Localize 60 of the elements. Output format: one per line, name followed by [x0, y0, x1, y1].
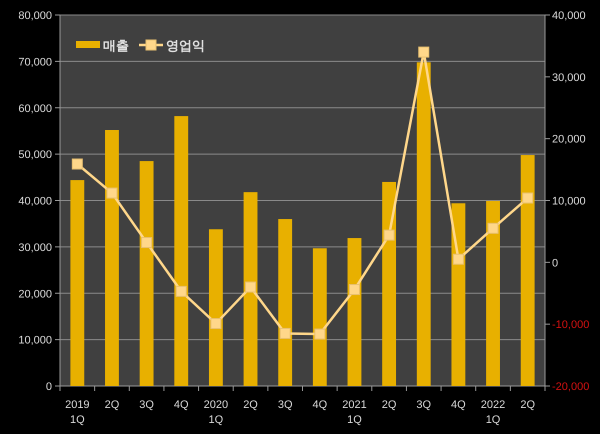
- bar: [278, 219, 292, 386]
- y-tick-label: 10,000: [18, 334, 52, 347]
- point: [348, 284, 360, 296]
- bar: [348, 238, 362, 386]
- point: [176, 286, 187, 297]
- bar: [105, 130, 119, 386]
- y2-tick-label: 20,000: [552, 134, 586, 146]
- bar: [416, 62, 431, 386]
- bar: [140, 161, 154, 386]
- x-tick-label: 2020 1Q: [204, 399, 228, 426]
- x-tick-label: 2Q: [243, 399, 258, 411]
- point: [314, 328, 326, 340]
- x-tick-label: 2021 1Q: [342, 399, 367, 426]
- legend-label: 영업익: [166, 38, 205, 53]
- point: [72, 158, 83, 170]
- bar: [70, 180, 84, 386]
- point: [384, 230, 395, 241]
- y-tick-label: 20,000: [18, 288, 52, 300]
- bar: [451, 203, 466, 386]
- y2-tick-label: 0: [552, 257, 558, 270]
- point: [280, 328, 291, 339]
- point: [522, 192, 534, 204]
- x-tick-label: 2Q: [382, 399, 397, 411]
- legend-label: 매출: [103, 38, 129, 53]
- y2-tick-label: 30,000: [552, 72, 586, 84]
- bar: [174, 116, 188, 386]
- x-tick-label: 2Q: [104, 399, 120, 411]
- x-tick-label: 3Q: [139, 399, 154, 411]
- bar: [486, 200, 500, 386]
- y2-tick-label: -10,000: [552, 319, 590, 332]
- point: [106, 188, 118, 199]
- x-tick-label: 4Q: [174, 399, 190, 411]
- point: [245, 282, 256, 293]
- y-tick-label: 40,000: [18, 196, 52, 208]
- y-tick-label: 80,000: [18, 10, 52, 22]
- point: [210, 318, 222, 330]
- bar: [520, 155, 535, 386]
- y2-tick-label: 10,000: [552, 196, 586, 208]
- y2-tick-label: 40,000: [552, 10, 586, 22]
- x-tick-label: 2019 1Q: [65, 399, 90, 426]
- point: [488, 222, 499, 234]
- x-tick-label: 4Q: [451, 399, 466, 411]
- x-tick-label: 4Q: [312, 399, 328, 411]
- bar: [244, 192, 258, 386]
- y-tick-label: 60,000: [18, 102, 52, 115]
- bar: [382, 182, 396, 386]
- x-tick-label: 3Q: [416, 399, 432, 411]
- x-tick-label: 2Q: [520, 399, 536, 411]
- y-tick-label: 70,000: [18, 56, 52, 68]
- point: [141, 237, 152, 248]
- x-tick-label: 3Q: [278, 399, 293, 411]
- point: [418, 46, 430, 58]
- x-tick-label: 2022 1Q: [480, 399, 506, 426]
- y-tick-label: 50,000: [18, 149, 52, 162]
- bar: [312, 248, 327, 386]
- point: [452, 254, 464, 265]
- y-tick-label: 30,000: [18, 242, 52, 254]
- y-tick-label: 0: [46, 381, 52, 393]
- bar: [208, 229, 223, 386]
- y2-tick-label: -20,000: [552, 381, 590, 393]
